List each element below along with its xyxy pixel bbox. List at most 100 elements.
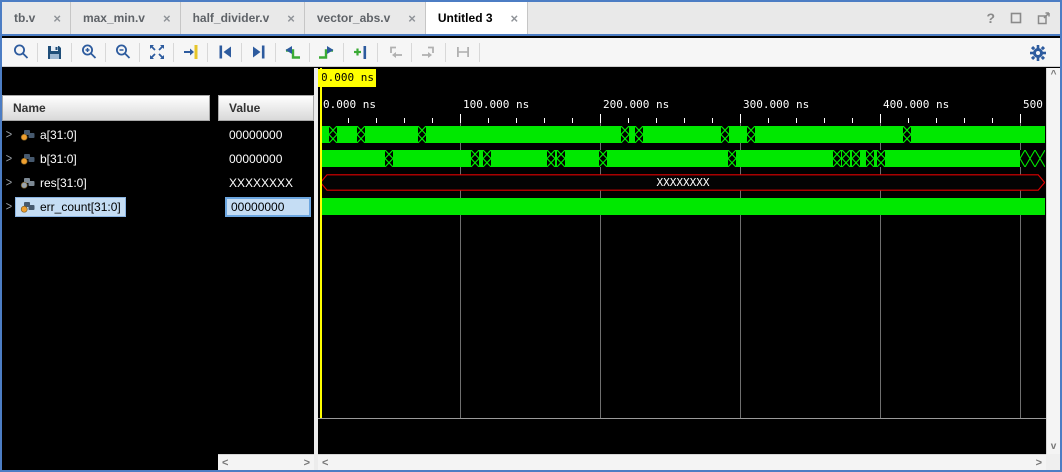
bus-transition [746,125,757,144]
bus-unknown-region [1019,148,1046,169]
close-icon[interactable]: × [162,10,171,26]
ruler-tick [656,118,657,123]
settings-gear-icon[interactable] [1024,40,1051,65]
float-icon[interactable] [1037,11,1050,25]
bus-transition [719,125,730,144]
expand-chevron-icon[interactable]: > [5,151,13,167]
ruler-tick [964,118,965,123]
maximize-icon[interactable] [1010,12,1022,24]
scroll-right-icon[interactable]: > [303,456,310,469]
expand-chevron-icon[interactable]: > [5,175,13,191]
previous-transition-icon[interactable] [211,40,238,65]
scroll-up-icon[interactable]: ^ [1050,69,1057,80]
waveform-rows[interactable]: XXXXXXXX [318,123,1046,219]
signal-value-row[interactable]: 00000000 [218,123,314,147]
signal-value: XXXXXXXX [229,176,294,190]
signal-value: 00000000 [229,152,283,166]
save-icon[interactable] [41,40,68,65]
help-icon[interactable]: ? [986,10,995,26]
wave-vertical-scrollbar[interactable]: ^ v [1046,68,1060,454]
tab-tb-v[interactable]: tb.v × [2,2,71,34]
next-edge-icon[interactable] [313,40,340,65]
bus-signal-icon [20,202,35,213]
ruler-tick [516,118,517,123]
signal-name[interactable]: a[31:0] [16,126,81,144]
close-icon[interactable]: × [287,10,295,26]
toolbar-separator [105,42,106,62]
signal-name[interactable]: err_count[31:0] [15,197,126,217]
zoom-out-icon[interactable] [109,40,136,65]
toolbar-separator [479,42,480,62]
signal-value-row[interactable]: XXXXXXXX [218,171,314,195]
toolbar-separator [71,42,72,62]
signal-value-row[interactable]: 00000000 [218,195,314,219]
signal-row[interactable]: > b[31:0] [2,147,210,171]
zoom-fit-icon[interactable] [143,40,170,65]
go-to-next-marker-icon[interactable] [415,40,442,65]
panel-splitter[interactable] [314,68,318,470]
tab-max-min-v[interactable]: max_min.v × [71,2,181,34]
add-marker-icon[interactable] [347,40,374,65]
next-transition-icon[interactable] [245,40,272,65]
previous-edge-icon[interactable] [279,40,306,65]
scroll-left-icon[interactable]: < [322,456,329,469]
toolbar-separator [411,42,412,62]
bus-waveform [320,198,1046,215]
tab-half-divider-v[interactable]: half_divider.v × [181,2,305,34]
swap-markers-icon[interactable] [449,40,476,65]
go-to-previous-marker-icon[interactable] [381,40,408,65]
name-column-header[interactable]: Name [2,95,210,121]
close-icon[interactable]: × [53,10,61,26]
signal-row[interactable]: > err_count[31:0] [2,195,210,219]
scroll-left-icon[interactable]: < [222,456,229,469]
close-icon[interactable]: × [408,10,416,26]
scroll-right-icon[interactable]: > [1035,456,1042,469]
wave-row-err_count[interactable] [318,195,1046,219]
ruler-tick [880,114,881,123]
signal-name[interactable]: b[31:0] [16,150,81,168]
time-cursor-line[interactable] [320,68,322,418]
value-horizontal-scrollbar[interactable]: < > [218,454,314,470]
expand-chevron-icon[interactable]: > [5,127,13,143]
go-to-time-icon[interactable] [177,40,204,65]
tab-label: Untitled 3 [437,11,493,25]
signal-row[interactable]: > a[31:0] [2,123,210,147]
cursor-time-label: 0.000 ns [318,69,376,87]
waveform-panel[interactable]: 0.000 ns 0.000 ns 100.000 ns 200.000 ns 300… [318,68,1046,470]
expand-chevron-icon[interactable]: > [5,199,13,215]
close-icon[interactable]: × [510,10,519,26]
ruler-label: 100.000 ns [463,98,530,111]
tab-bar: tb.v × max_min.v × half_divider.v × vect… [2,2,1060,36]
bus-signal-icon [20,178,35,189]
ruler-tick [348,118,349,123]
signal-value: 00000000 [229,128,283,142]
wave-row-b[interactable] [318,147,1046,171]
signal-name-list: > a[31:0] > b[31:0] > res[31:0] > err_count… [2,123,210,219]
tab-untitled-3[interactable]: Untitled 3 × [425,2,529,34]
scroll-down-icon[interactable]: v [1050,441,1057,452]
tab-label: tb.v [14,11,36,25]
search-icon[interactable] [7,40,34,65]
signal-row[interactable]: > res[31:0] [2,171,210,195]
wave-horizontal-scrollbar[interactable]: < > [318,454,1046,470]
wave-row-a[interactable] [318,123,1046,147]
ruler-label: 300.000 ns [743,98,810,111]
wave-configuration-area: Name > a[31:0] > b[31:0] > res[31:0] > err_… [2,68,1060,470]
signal-value-row[interactable]: 00000000 [218,147,314,171]
time-ruler[interactable]: 0.000 ns 100.000 ns 200.000 ns 300.000 ns 40… [318,95,1046,123]
tab-vector-abs-v[interactable]: vector_abs.v × [305,2,426,34]
gridline [740,123,741,418]
toolbar-separator [445,42,446,62]
tab-label: max_min.v [82,11,145,25]
value-column-header[interactable]: Value [218,95,314,121]
undefined-bus-waveform [320,174,1046,191]
wave-row-res[interactable]: XXXXXXXX [318,171,1046,195]
tab-label: half_divider.v [192,11,270,25]
zoom-in-icon[interactable] [75,40,102,65]
bus-transition [546,149,556,168]
ruler-tick [992,118,993,123]
ruler-tick [600,114,601,123]
signal-name[interactable]: res[31:0] [16,174,91,192]
bus-transition [555,149,566,168]
ruler-tick [768,118,769,123]
